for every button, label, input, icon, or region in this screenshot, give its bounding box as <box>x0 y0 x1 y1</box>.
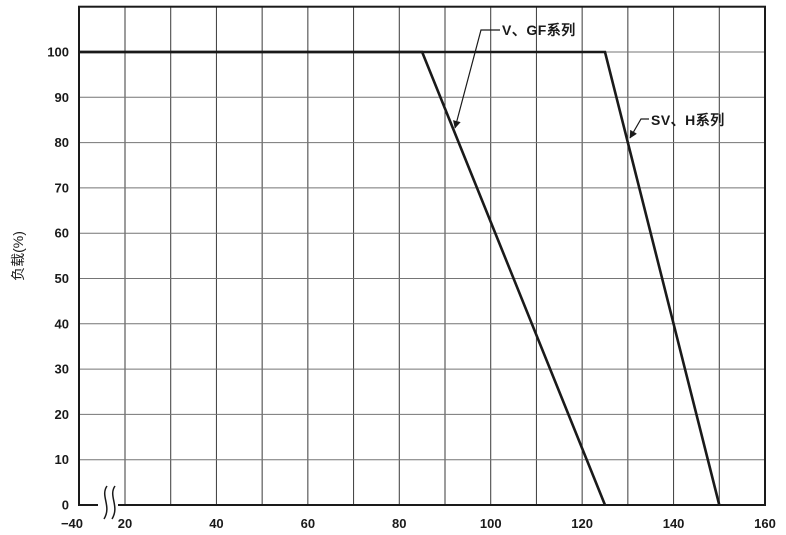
x-tick-label: 140 <box>663 516 685 531</box>
y-tick-label: 80 <box>55 135 69 150</box>
y-tick-label: 10 <box>55 452 69 467</box>
x-tick-label: 160 <box>754 516 776 531</box>
plot-frame <box>78 5 766 506</box>
y-tick-label: 70 <box>55 180 69 195</box>
series-label-sv-h: SV、H系列 <box>651 112 725 128</box>
y-tick-label: 60 <box>55 226 69 241</box>
series-label-v-gf: V、GF系列 <box>502 22 576 38</box>
y-tick-label: 30 <box>55 362 69 377</box>
callout-arrow-sv-h <box>629 118 649 139</box>
x-tick-label: 40 <box>209 516 223 531</box>
axis-break-squiggle <box>111 485 116 520</box>
x-tick-label: 120 <box>571 516 593 531</box>
y-tick-label: 0 <box>62 498 69 513</box>
axis-break-squiggle <box>103 485 108 520</box>
x-tick-label: 20 <box>118 516 132 531</box>
x-tick-label: 100 <box>480 516 502 531</box>
y-tick-label: 90 <box>55 90 69 105</box>
y-tick-label: 50 <box>55 271 69 286</box>
y-tick-label: 100 <box>47 45 69 60</box>
x-tick-label: 80 <box>392 516 406 531</box>
x-tick-label: −40 <box>61 516 83 531</box>
callout-arrow-v-gf <box>453 29 500 129</box>
x-tick-label: 60 <box>301 516 315 531</box>
y-axis-title: 负载(%) <box>10 231 26 281</box>
y-tick-label: 40 <box>55 316 69 331</box>
series-line-1 <box>79 50 721 506</box>
axis-break-gap <box>98 500 118 510</box>
y-tick-label: 20 <box>55 407 69 422</box>
